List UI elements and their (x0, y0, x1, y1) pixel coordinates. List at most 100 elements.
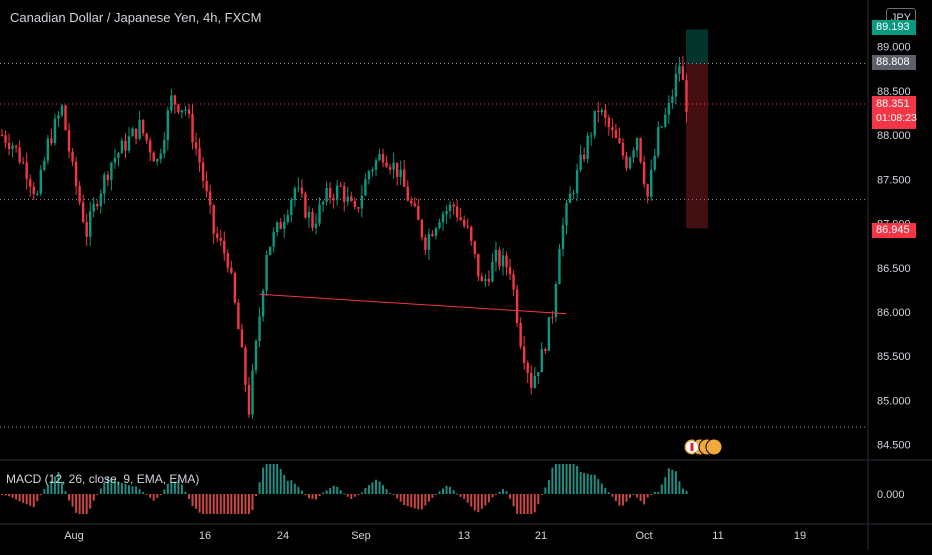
candle-body (480, 276, 484, 282)
candle-body (660, 126, 663, 128)
candle-body (441, 214, 445, 223)
macd-bar (572, 464, 575, 494)
macd-bar (258, 482, 261, 494)
candle-body (625, 155, 628, 169)
macd-bar (110, 478, 113, 494)
candle-body (498, 249, 501, 267)
macd-bar (329, 488, 332, 494)
candle-body (642, 161, 646, 185)
macd-bar (68, 494, 71, 501)
candle-body (272, 232, 275, 247)
candle-body (212, 205, 215, 234)
x-tick-label: Aug (64, 530, 84, 542)
candle-body (604, 110, 607, 118)
y-tick-label: 85.000 (877, 395, 911, 407)
candle-body (343, 185, 346, 202)
y-tick-label: 88.500 (877, 86, 911, 98)
macd-bar (512, 494, 515, 507)
macd-bar (420, 494, 423, 510)
candle-body (145, 133, 148, 141)
macd-bar (565, 464, 568, 494)
candle-body (530, 372, 533, 388)
candle-body (216, 233, 219, 238)
candle-body (537, 372, 540, 376)
macd-bar (502, 489, 505, 494)
macd-bar (396, 494, 399, 499)
macd-label: MACD (12, 26, close, 9, EMA, EMA) (6, 472, 200, 486)
macd-bar (255, 494, 258, 497)
candle-body (374, 160, 378, 170)
macd-bar (657, 491, 660, 494)
macd-bar (470, 494, 473, 507)
candle-body (473, 241, 476, 254)
macd-bar (120, 483, 123, 494)
candle-body (60, 105, 64, 116)
candle-body (64, 105, 67, 131)
candle-body (124, 140, 127, 151)
macd-bar (173, 481, 176, 494)
candle-body (50, 138, 53, 144)
macd-bar (660, 484, 663, 494)
macd-bar (410, 494, 413, 508)
macd-bar (569, 464, 572, 494)
macd-bar (82, 494, 85, 514)
candle-body (311, 212, 314, 228)
x-tick-label: 11 (712, 530, 723, 542)
macd-bar (385, 489, 388, 494)
macd-bar (53, 476, 56, 494)
candle-body (522, 346, 526, 363)
macd-bar (611, 494, 614, 497)
macd-bar (484, 494, 487, 506)
macd-bar (685, 490, 688, 494)
candle-body (85, 222, 88, 237)
candle-body (445, 211, 448, 215)
macd-bar (8, 494, 11, 497)
candle-body (276, 222, 279, 233)
candle-body (4, 135, 7, 143)
candle-body (646, 184, 649, 197)
candle-body (346, 196, 349, 202)
macd-bar (681, 488, 684, 494)
candle-body (515, 289, 519, 323)
candle-body (565, 202, 568, 226)
candle-body (547, 317, 551, 351)
macd-bar (247, 494, 250, 514)
trendline (259, 293, 567, 315)
macd-bar (509, 494, 512, 499)
macd-bar (498, 491, 501, 494)
candle-body (681, 66, 685, 81)
candle-body (431, 233, 434, 236)
candle-body (156, 159, 159, 162)
macd-bar (15, 494, 18, 500)
macd-bar (276, 464, 279, 494)
candle-body (685, 80, 688, 112)
macd-bar (473, 494, 476, 511)
macd-bar (304, 494, 307, 495)
macd-bar (223, 494, 226, 514)
candle-body (32, 186, 35, 195)
macd-bar (46, 485, 49, 494)
macd-bar (57, 472, 60, 494)
macd-bar (674, 471, 677, 494)
candle-body (424, 237, 427, 250)
candle-body (385, 162, 388, 167)
candle-body (208, 191, 212, 206)
macd-bar (343, 493, 346, 495)
macd-bar (643, 494, 646, 505)
candle-body (240, 329, 244, 348)
macd-bar (561, 464, 564, 494)
candle-body (244, 347, 247, 385)
candle-body (43, 160, 46, 170)
candle-body (233, 272, 237, 303)
candle-body (25, 162, 28, 180)
candle-body (653, 155, 656, 170)
candle-body (438, 222, 441, 229)
y-tick-label: 87.500 (877, 174, 911, 186)
candle-body (7, 142, 11, 150)
candle-body (290, 199, 293, 215)
candle-body (53, 118, 57, 144)
macd-bar (537, 494, 540, 505)
candle-body (173, 95, 177, 105)
